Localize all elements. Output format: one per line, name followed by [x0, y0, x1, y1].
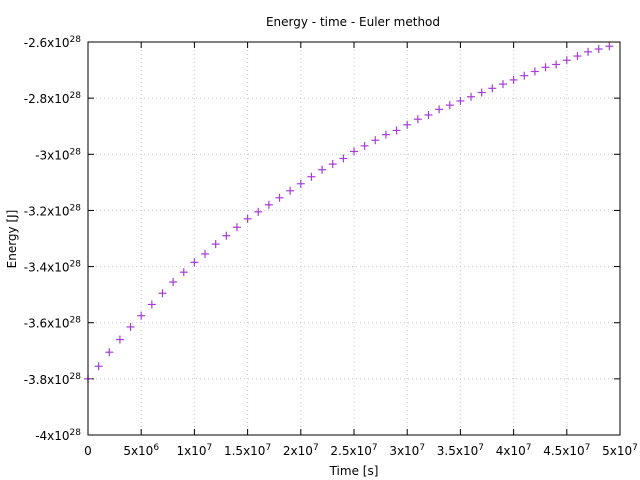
data-point — [254, 207, 263, 216]
data-point — [435, 105, 444, 114]
data-point — [201, 249, 210, 258]
y-tick-label: -2.8x1028 — [24, 91, 82, 106]
y-tick-label: -3x1028 — [35, 147, 81, 162]
data-point — [467, 92, 476, 101]
x-tick-label: 3.5x107 — [437, 443, 484, 458]
data-point — [477, 88, 486, 97]
x-tick-label: 2x107 — [283, 443, 319, 458]
data-point — [360, 141, 369, 150]
data-point — [307, 172, 316, 181]
data-point — [94, 362, 103, 371]
x-tick-label: 4x107 — [496, 443, 532, 458]
data-point — [552, 60, 561, 69]
x-tick-label: 2.5x107 — [330, 443, 377, 458]
x-axis-label: Time [s] — [329, 464, 379, 478]
data-point — [573, 52, 582, 61]
data-point — [137, 311, 146, 320]
data-point — [424, 110, 433, 119]
data-point — [381, 130, 390, 139]
data-point — [126, 322, 135, 331]
data-point — [190, 258, 199, 267]
y-tick-label: -3.4x1028 — [24, 260, 82, 275]
data-point — [413, 115, 422, 124]
data-point — [605, 42, 614, 51]
data-point — [541, 63, 550, 72]
data-point — [584, 47, 593, 56]
data-points — [84, 42, 614, 383]
x-tick-label: 1x107 — [177, 443, 213, 458]
data-point — [520, 71, 529, 80]
data-point — [339, 154, 348, 163]
data-point — [286, 186, 295, 195]
y-tick-label: -3.6x1028 — [24, 316, 82, 331]
data-point — [488, 84, 497, 93]
data-point — [445, 101, 454, 110]
grid — [88, 42, 620, 435]
data-point — [562, 56, 571, 65]
x-tick-labels: 0 5x106 1x107 1.5x107 2x107 2.5x107 3x107 3.5x1… — [84, 443, 638, 458]
y-tick-label: -3.8x1028 — [24, 372, 82, 387]
data-point — [232, 223, 241, 232]
x-tick-label: 0 — [84, 444, 92, 458]
y-tick-label: -2.6x1028 — [24, 35, 82, 50]
data-point — [115, 335, 124, 344]
data-point — [296, 179, 305, 188]
data-point — [243, 214, 252, 223]
data-point — [350, 147, 358, 156]
data-point — [105, 348, 114, 357]
chart-title: Energy - time - Euler method — [266, 15, 440, 29]
plot-frame — [87, 41, 621, 436]
data-point — [222, 231, 231, 240]
data-point — [456, 96, 465, 105]
data-point — [158, 289, 167, 298]
data-point — [211, 240, 220, 249]
data-point — [147, 300, 156, 309]
x-tick-label: 5x107 — [602, 443, 638, 458]
y-axis-label: Energy [J] — [5, 210, 19, 269]
x-tick-label: 1.5x107 — [224, 443, 271, 458]
data-point — [169, 278, 178, 287]
y-tick-labels: -2.6x1028 -2.8x1028 -3x1028 -3.2x1028 -3.4x1… — [24, 35, 82, 443]
data-point — [392, 126, 401, 135]
data-point — [594, 45, 603, 54]
data-point — [328, 160, 337, 169]
y-tick-label: -4x1028 — [35, 428, 81, 443]
x-tick-label: 5x106 — [123, 443, 159, 458]
x-tick-label: 3x107 — [389, 443, 425, 458]
data-point — [318, 165, 327, 174]
data-point — [530, 67, 539, 76]
data-point — [264, 200, 273, 209]
data-point — [403, 120, 412, 129]
data-point — [179, 268, 188, 277]
data-point — [275, 193, 284, 202]
data-point — [509, 75, 518, 84]
data-point — [498, 80, 507, 89]
y-tick-label: -3.2x1028 — [24, 203, 82, 218]
data-point — [371, 136, 380, 145]
x-tick-label: 4.5x107 — [543, 443, 590, 458]
